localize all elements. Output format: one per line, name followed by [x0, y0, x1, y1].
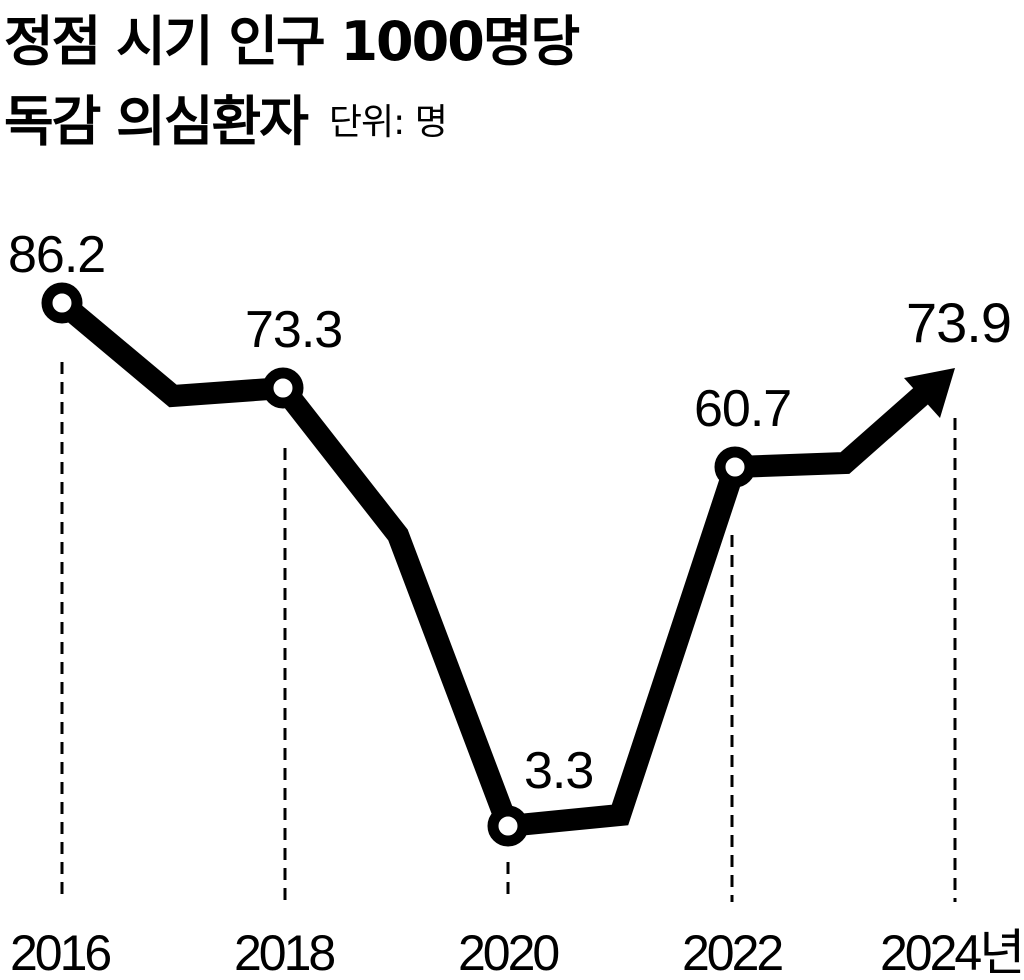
marker-2016: [41, 282, 83, 324]
value-label-2020: 3.3: [524, 742, 593, 800]
value-label-2024: 73.9: [906, 291, 1011, 354]
markers: [41, 282, 756, 847]
guide-lines: [60, 362, 957, 902]
value-label-2016: 86.2: [8, 226, 105, 284]
x-label-2016: 2016: [10, 925, 110, 980]
chart-title-line1: 정점 시기 인구 1000명당: [4, 10, 580, 73]
marker-2020: [487, 805, 529, 847]
value-label-2018: 73.3: [245, 301, 342, 359]
unit-label: 단위: 명: [328, 102, 448, 143]
data-line: [54, 294, 930, 838]
value-label-2022: 60.7: [694, 380, 791, 438]
chart-title-text: 독감 의심환자: [4, 90, 309, 153]
x-label-2020: 2020: [458, 925, 558, 980]
x-label-2024: 2024년: [880, 925, 1022, 980]
marker-2022: [714, 446, 756, 488]
marker-2018: [262, 367, 304, 409]
trend-arrow-icon: [904, 368, 955, 418]
x-label-2022: 2022: [682, 925, 782, 980]
x-label-2018: 2018: [234, 925, 334, 980]
chart-title-line2: 독감 의심환자 단위: 명: [4, 90, 448, 153]
